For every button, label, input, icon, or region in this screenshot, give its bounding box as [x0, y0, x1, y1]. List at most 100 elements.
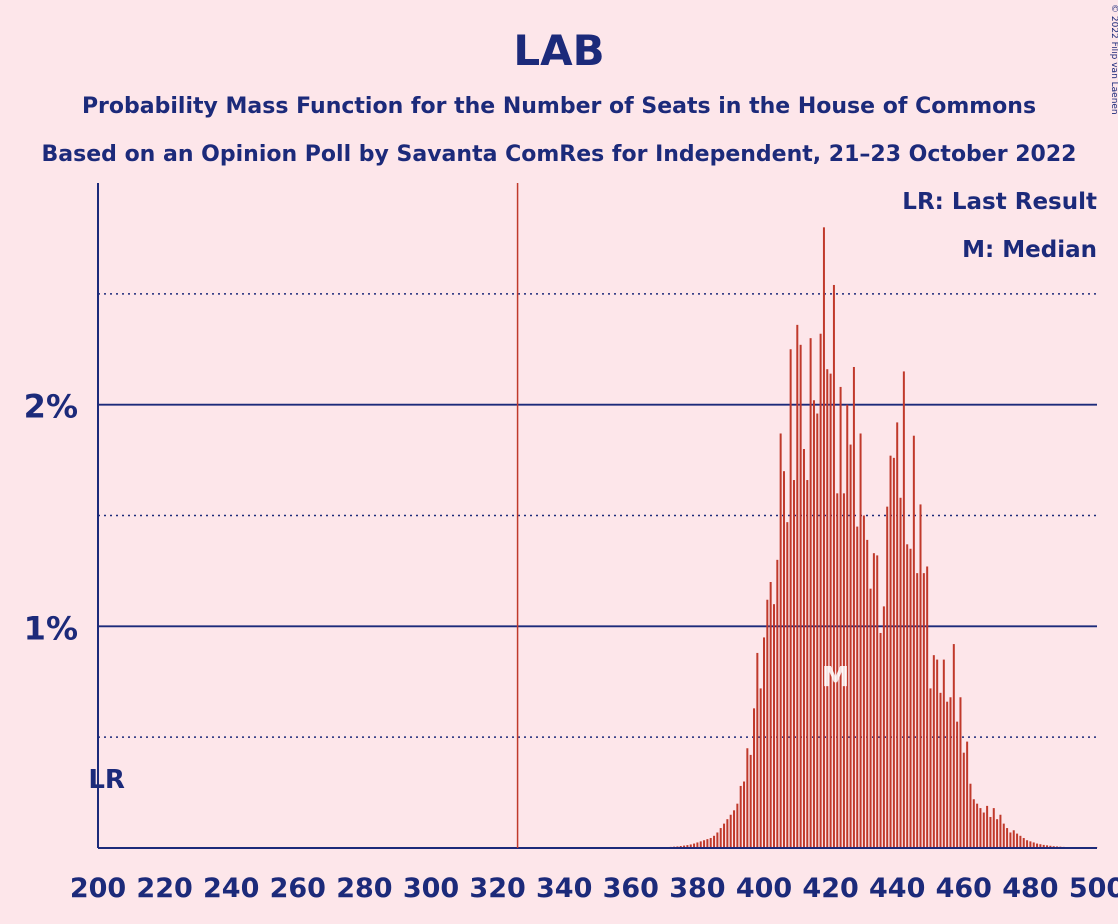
bar [952, 644, 955, 848]
chart-subtitle-1: Probability Mass Function for the Number… [82, 94, 1036, 119]
bar [956, 721, 959, 848]
bar [909, 548, 912, 848]
bar [782, 471, 785, 848]
bar [919, 504, 922, 848]
bar [936, 659, 939, 848]
bar [756, 652, 759, 848]
bar [703, 840, 706, 848]
bar [882, 606, 885, 848]
bar [912, 435, 915, 848]
bar [713, 835, 716, 848]
bar [753, 708, 756, 848]
x-tick-label: 440 [869, 873, 925, 904]
bar [1012, 830, 1015, 848]
axis-ticks: 200 220 240 260 280 300 320 340 360 380 400 420 440 4… [24, 388, 1118, 904]
x-tick-label: 360 [603, 873, 659, 904]
bar [989, 816, 992, 848]
y-tick-label: 2% [24, 388, 78, 426]
bar [1032, 842, 1035, 848]
y-tick-label: 1% [24, 609, 78, 647]
bar [959, 697, 962, 848]
bar [856, 526, 859, 848]
bar [899, 497, 902, 848]
median-marker: M [822, 660, 850, 693]
bar [842, 493, 845, 848]
bar [839, 386, 842, 848]
bar [1046, 845, 1049, 848]
bar [736, 803, 739, 848]
bar [1006, 828, 1009, 848]
legend-last-result: LR: Last Result [902, 189, 1097, 215]
bar [789, 349, 792, 848]
x-tick-label: 200 [70, 873, 126, 904]
bar [693, 843, 696, 848]
bar [709, 838, 712, 848]
bar [932, 655, 935, 848]
bar [1022, 838, 1025, 848]
bar [1016, 833, 1019, 848]
bar [946, 701, 949, 848]
bar [779, 433, 782, 848]
bar [962, 752, 965, 848]
bar [1019, 835, 1022, 848]
bar [1049, 845, 1052, 848]
bar [892, 457, 895, 848]
grid-lines [98, 293, 1097, 738]
bar [806, 480, 809, 848]
bar [859, 433, 862, 848]
bar [802, 449, 805, 848]
bar [799, 344, 802, 848]
bar [1039, 844, 1042, 848]
last-result-marker: LR [88, 765, 125, 795]
bar [739, 785, 742, 848]
bar [862, 515, 865, 848]
bar [999, 814, 1002, 848]
bar [852, 366, 855, 848]
bar [776, 559, 779, 848]
bar [683, 845, 686, 848]
bar [763, 637, 765, 848]
x-tick-label: 340 [536, 873, 592, 904]
bar [896, 422, 899, 848]
bar [869, 588, 872, 848]
bar [716, 832, 719, 848]
bar [866, 539, 869, 848]
x-tick-label: 500 [1069, 873, 1118, 904]
x-tick-label: 280 [336, 873, 392, 904]
bar [969, 783, 972, 848]
bar [726, 819, 729, 848]
x-tick-label: 400 [736, 873, 792, 904]
bar [829, 373, 832, 848]
bar [972, 799, 975, 848]
bar [876, 555, 879, 848]
bar [786, 522, 789, 848]
bar [689, 844, 692, 848]
bar [872, 553, 875, 848]
bar [996, 819, 999, 848]
bar [832, 284, 835, 848]
bar [886, 506, 889, 848]
bar [976, 803, 979, 848]
bar [1009, 832, 1012, 848]
bar [812, 400, 815, 848]
bar [826, 369, 829, 848]
bar [836, 493, 839, 848]
x-tick-label: 220 [136, 873, 192, 904]
bars [663, 227, 1098, 849]
bar [809, 338, 812, 848]
bar [822, 227, 825, 849]
chart-title: LAB [513, 26, 604, 75]
x-tick-label: 260 [270, 873, 326, 904]
bar [902, 371, 905, 848]
bar [879, 632, 882, 848]
bar [979, 808, 982, 848]
x-tick-label: 480 [1002, 873, 1058, 904]
x-tick-label: 380 [669, 873, 725, 904]
bar [1002, 823, 1005, 848]
bar [922, 573, 925, 848]
bar [942, 659, 945, 848]
bar [846, 404, 849, 848]
bar [749, 754, 752, 848]
bar [949, 697, 952, 848]
